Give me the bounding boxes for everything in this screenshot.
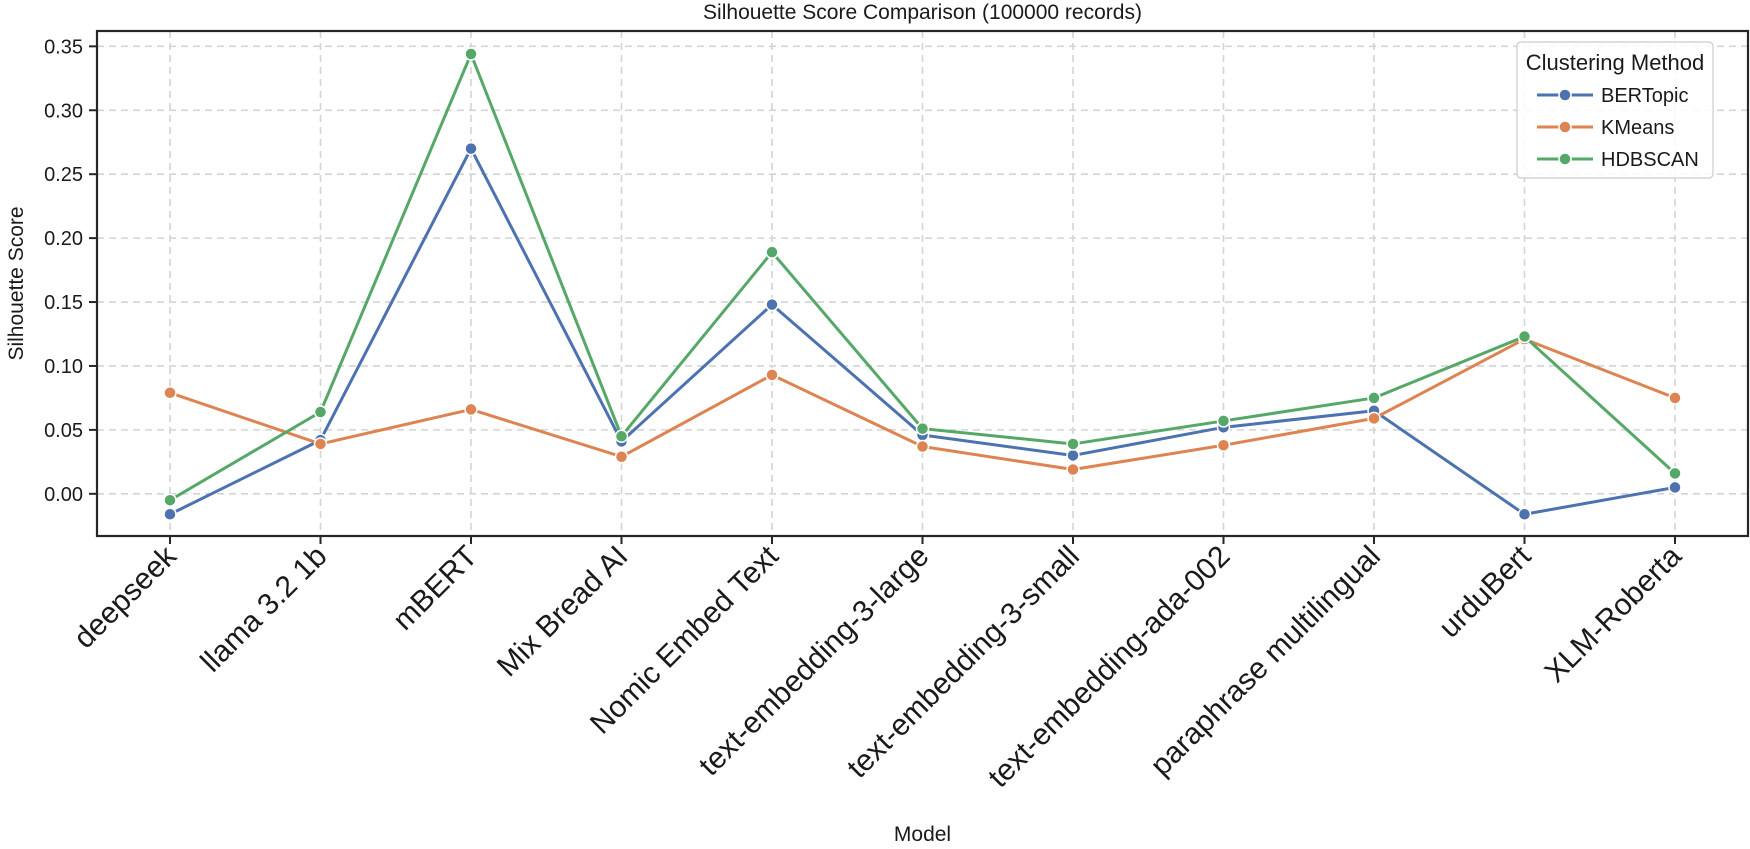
data-point-hdbscan bbox=[1668, 466, 1682, 481]
data-point-kmeans bbox=[163, 386, 177, 400]
y-tick-label: 0.20 bbox=[44, 228, 83, 250]
data-point-hdbscan bbox=[1216, 414, 1231, 428]
legend-label: BERTopic bbox=[1601, 85, 1688, 107]
series-layer bbox=[163, 47, 1682, 522]
legend-item-bertopic: BERTopic bbox=[1537, 85, 1688, 107]
data-point-hdbscan bbox=[915, 421, 930, 436]
legend-item-hdbscan: HDBSCAN bbox=[1537, 149, 1699, 171]
data-point-hdbscan bbox=[1066, 437, 1080, 451]
data-point-hdbscan bbox=[313, 405, 328, 419]
data-point-bertopic bbox=[1668, 480, 1682, 495]
data-point-kmeans bbox=[915, 439, 930, 454]
legend-item-kmeans: KMeans bbox=[1537, 117, 1674, 139]
data-point-hdbscan bbox=[1367, 391, 1381, 405]
data-point-hdbscan bbox=[163, 493, 177, 507]
data-point-bertopic bbox=[1066, 448, 1080, 463]
data-point-kmeans bbox=[1367, 411, 1381, 426]
data-point-kmeans bbox=[765, 368, 779, 382]
chart-title: Silhouette Score Comparison (100000 reco… bbox=[703, 1, 1142, 24]
data-point-bertopic bbox=[163, 507, 177, 522]
legend-items: BERTopic KMeans HDBSCAN bbox=[1537, 85, 1699, 171]
y-tick-label: 0.35 bbox=[44, 36, 83, 58]
y-tick-label: 0.30 bbox=[44, 100, 83, 122]
legend-box bbox=[1516, 41, 1714, 179]
legend-swatch-marker bbox=[1558, 88, 1572, 102]
x-axis-label: Model bbox=[894, 823, 951, 844]
legend-label: KMeans bbox=[1601, 117, 1674, 139]
data-point-kmeans bbox=[614, 449, 629, 464]
data-point-hdbscan bbox=[765, 245, 779, 259]
legend-swatch-marker bbox=[1558, 152, 1572, 166]
data-point-kmeans bbox=[1216, 438, 1231, 452]
data-point-hdbscan bbox=[1517, 329, 1532, 344]
data-point-kmeans bbox=[313, 437, 328, 451]
data-point-kmeans bbox=[464, 402, 478, 417]
legend: Clustering Method BERTopic KMeans HDBSCAN bbox=[1516, 41, 1714, 179]
y-axis-label: Silhouette Score bbox=[5, 206, 28, 360]
y-tick-label: 0.10 bbox=[44, 356, 83, 378]
y-tick-label: 0.15 bbox=[44, 292, 83, 314]
legend-title: Clustering Method bbox=[1526, 50, 1705, 75]
data-point-hdbscan bbox=[614, 429, 629, 444]
legend-swatch-marker bbox=[1558, 120, 1572, 134]
data-point-bertopic bbox=[464, 141, 478, 156]
data-point-hdbscan bbox=[464, 47, 478, 61]
series-hdbscan bbox=[163, 47, 1682, 507]
y-tick-label: 0.25 bbox=[44, 164, 83, 186]
data-point-bertopic bbox=[1517, 507, 1532, 522]
data-point-bertopic bbox=[765, 297, 779, 312]
data-point-kmeans bbox=[1668, 391, 1682, 405]
legend-label: HDBSCAN bbox=[1601, 149, 1699, 171]
data-point-kmeans bbox=[1066, 462, 1080, 477]
y-tick-label: 0.05 bbox=[44, 420, 83, 442]
y-tick-label: 0.00 bbox=[44, 484, 83, 506]
